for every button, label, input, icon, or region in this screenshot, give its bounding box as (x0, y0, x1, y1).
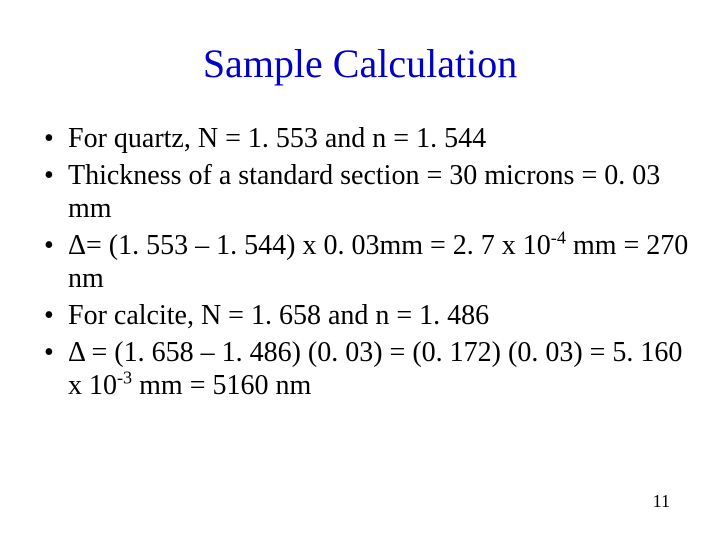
bullet-item: Δ= (1. 553 – 1. 544) x 0. 03mm = 2. 7 x … (40, 229, 690, 295)
bullet-text-pre: For calcite, N = 1. 658 and n = 1. 486 (68, 300, 489, 331)
slide: Sample Calculation For quartz, N = 1. 55… (0, 0, 720, 540)
bullet-text-post: mm = 5160 nm (132, 370, 311, 401)
bullet-text-pre: Δ= (1. 553 – 1. 544) x 0. 03mm = 2. 7 x … (68, 230, 551, 261)
bullet-item: Thickness of a standard section = 30 mic… (40, 159, 690, 225)
page-number: 11 (653, 491, 670, 512)
bullet-item: For quartz, N = 1. 553 and n = 1. 544 (40, 122, 690, 155)
bullet-item: Δ = (1. 658 – 1. 486) (0. 03) = (0. 172)… (40, 336, 690, 402)
bullet-item: For calcite, N = 1. 658 and n = 1. 486 (40, 299, 690, 332)
bullet-sup: -4 (551, 228, 566, 248)
bullet-sup: -3 (117, 368, 132, 388)
slide-title: Sample Calculation (30, 40, 690, 87)
bullet-list: For quartz, N = 1. 553 and n = 1. 544 Th… (40, 122, 690, 402)
bullet-text-pre: For quartz, N = 1. 553 and n = 1. 544 (68, 123, 486, 154)
bullet-text-pre: Thickness of a standard section = 30 mic… (68, 160, 660, 224)
